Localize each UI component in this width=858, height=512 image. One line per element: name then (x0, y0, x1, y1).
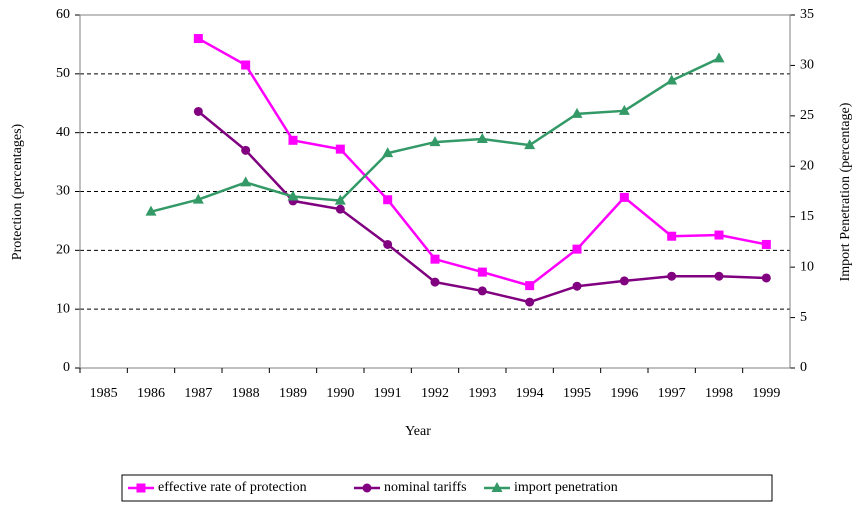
data-point (430, 277, 440, 287)
data-point (714, 230, 724, 240)
y2-tick-label: 25 (800, 108, 814, 123)
data-point (287, 190, 299, 201)
data-point (572, 244, 582, 254)
data-point (713, 52, 725, 63)
y2-tick-label: 20 (800, 159, 814, 174)
data-point (525, 297, 535, 307)
data-point (241, 60, 251, 70)
data-point (667, 271, 677, 281)
legend-label: effective rate of protection (158, 480, 307, 495)
x-tick-label: 1995 (563, 386, 591, 401)
y-axis-title: Protection (percentages) (10, 123, 25, 260)
x-tick-label: 1989 (279, 386, 307, 401)
data-point (288, 135, 298, 145)
y2-tick-label: 10 (800, 259, 814, 274)
x-tick-label: 1997 (658, 386, 686, 401)
y2-tick-label: 30 (800, 58, 814, 73)
data-point (241, 145, 251, 155)
y-tick-label: 60 (56, 7, 70, 22)
data-point (383, 239, 393, 249)
series-line (150, 57, 720, 213)
data-point (335, 204, 345, 214)
data-point (383, 195, 393, 205)
data-point (334, 194, 346, 205)
legend-marker (362, 483, 372, 493)
data-point (761, 273, 771, 283)
x-tick-label: 1990 (326, 386, 354, 401)
y2-tick-label: 0 (800, 360, 807, 375)
data-point (193, 106, 203, 116)
data-point (714, 271, 724, 281)
x-tick-label: 1986 (137, 386, 165, 401)
y-tick-label: 50 (56, 66, 70, 81)
legend-marker (491, 482, 503, 492)
data-point (193, 34, 203, 44)
y2-tick-label: 35 (800, 7, 814, 22)
x-tick-label: 1999 (752, 386, 780, 401)
y-tick-label: 20 (56, 243, 70, 258)
plot-frame (79, 14, 791, 369)
data-point (192, 193, 204, 204)
x-axis-title: Year (405, 424, 431, 439)
y-tick-label: 40 (56, 125, 70, 140)
y-tick-label: 10 (56, 301, 70, 316)
data-point (476, 133, 488, 144)
data-point (524, 139, 536, 150)
data-point (145, 205, 157, 216)
y2-tick-label: 5 (800, 310, 807, 325)
data-point (525, 281, 535, 291)
data-point (619, 276, 629, 286)
legend-box (121, 474, 773, 502)
y2-axis-title: Import Penetration (percentage) (838, 102, 853, 281)
x-tick-label: 1987 (184, 386, 212, 401)
data-point (335, 144, 345, 154)
y-tick-label: 0 (63, 360, 70, 375)
x-tick-label: 1985 (90, 386, 118, 401)
data-point (666, 74, 678, 85)
data-point (761, 239, 771, 249)
data-point (429, 136, 441, 147)
x-tick-label: 1988 (232, 386, 260, 401)
legend-marker (136, 483, 146, 493)
data-point (430, 254, 440, 264)
x-tick-label: 1998 (705, 386, 733, 401)
data-point (240, 176, 252, 187)
x-tick-label: 1992 (421, 386, 449, 401)
x-tick-label: 1993 (468, 386, 496, 401)
data-point (382, 147, 394, 158)
x-tick-label: 1996 (610, 386, 638, 401)
x-tick-label: 1991 (374, 386, 402, 401)
legend-label: import penetration (514, 480, 618, 495)
legend-label: nominal tariffs (384, 480, 467, 495)
y-tick-label: 30 (56, 184, 70, 199)
x-tick-label: 1994 (516, 386, 544, 401)
y2-tick-label: 15 (800, 209, 814, 224)
data-point (477, 267, 487, 277)
data-point (619, 192, 629, 202)
data-point (571, 107, 583, 118)
data-point (667, 231, 677, 241)
data-point (618, 104, 630, 115)
data-point (572, 281, 582, 291)
data-point (477, 286, 487, 296)
